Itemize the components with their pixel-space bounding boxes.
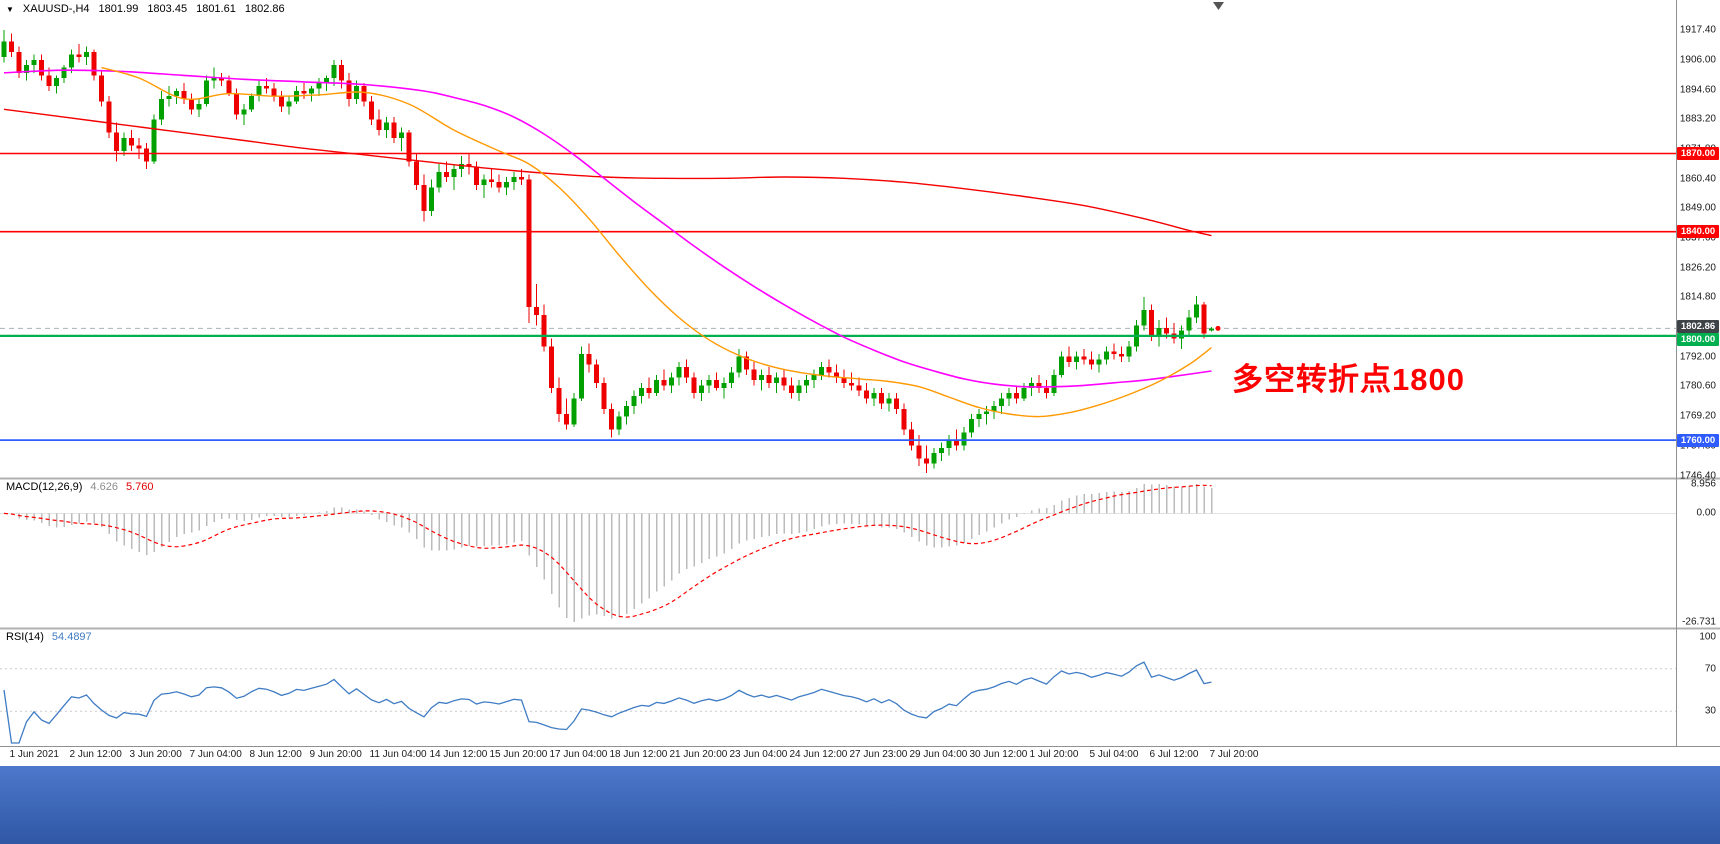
time-axis-label: 9 Jun 20:00 (309, 749, 362, 760)
rsi-value: 54.4897 (51, 631, 92, 643)
time-axis-label: 7 Jul 20:00 (1209, 749, 1259, 760)
ma-mid-line (3, 69, 1212, 388)
annotation-text: 多空转折点1800 (1232, 362, 1465, 397)
time-axis-label: 2 Jun 12:00 (69, 749, 122, 760)
price-axis-label: 1883.20 (1679, 113, 1716, 125)
time-axis-label: 5 Jul 04:00 (1089, 749, 1139, 760)
ohlc-low: 1801.61 (196, 3, 236, 15)
time-axis-label: 17 Jun 04:00 (549, 749, 608, 760)
price-axis-label: 1746.40 (1679, 470, 1716, 481)
time-axis-label: 21 Jun 20:00 (669, 749, 728, 760)
time-axis-label: 29 Jun 04:00 (909, 749, 968, 760)
price-axis[interactable]: 1917.401906.001894.601883.201871.801860.… (1676, 0, 1720, 746)
time-axis-label: 27 Jun 23:00 (849, 749, 908, 760)
time-axis-label: 24 Jun 12:00 (789, 749, 848, 760)
macd-name: MACD(12,26,9) (6, 481, 83, 493)
time-axis-label: 1 Jul 20:00 (1029, 749, 1079, 760)
rsi-axis-label: 100 (1699, 631, 1716, 643)
bid-price-dot (1215, 325, 1221, 331)
time-axis-label: 15 Jun 20:00 (489, 749, 548, 760)
rsi-axis-label: 70 (1704, 663, 1716, 675)
macd-main-value: 4.626 (90, 481, 118, 493)
chart-canvas[interactable] (0, 0, 1720, 766)
macd-signal-line (3, 484, 1212, 618)
macd-indicator-label: MACD(12,26,9) 4.626 5.760 (6, 481, 153, 493)
price-axis-label: 1906.00 (1679, 54, 1716, 66)
time-axis-label: 23 Jun 04:00 (729, 749, 788, 760)
macd-axis-label: 0.00 (1696, 507, 1716, 519)
macd-signal-value: 5.760 (125, 481, 154, 493)
candles (1, 30, 1214, 474)
time-axis-label: 11 Jun 04:00 (369, 749, 427, 760)
macd-axis-label: 8.956 (1690, 478, 1716, 490)
time-axis-label: 3 Jun 20:00 (129, 749, 182, 760)
time-axis-label: 14 Jun 12:00 (429, 749, 488, 760)
symbol-period-label: XAUUSD-,H4 (22, 3, 90, 15)
price-level-badge: 1870.00 (1677, 147, 1719, 160)
price-level-badge: 1840.00 (1677, 225, 1719, 239)
price-axis-label: 1826.20 (1679, 262, 1716, 274)
macd-axis-label: -26.731 (1682, 616, 1716, 628)
price-level-badge: 1760.00 (1677, 433, 1719, 447)
price-axis-label: 1849.00 (1679, 202, 1716, 214)
taskbar[interactable] (0, 766, 1720, 844)
price-axis-label: 1769.20 (1679, 410, 1716, 422)
price-axis-label: 1792.00 (1679, 351, 1716, 363)
chart-ohlc-info: ▼ XAUUSD-,H4 1801.99 1803.45 1801.61 180… (6, 3, 285, 15)
chart-shift-marker-icon[interactable] (1213, 2, 1224, 10)
time-axis-label: 7 Jun 04:00 (189, 749, 242, 760)
price-level-badge: 1800.00 (1677, 333, 1719, 347)
time-axis-label: 30 Jun 12:00 (969, 749, 1028, 760)
price-axis-label: 1780.60 (1679, 380, 1716, 392)
ohlc-close: 1802.86 (244, 3, 285, 15)
ohlc-open: 1801.99 (98, 3, 139, 15)
rsi-line (3, 661, 1212, 744)
ma-long-line (3, 108, 1212, 237)
price-axis-label: 1860.40 (1679, 173, 1716, 184)
time-axis-label: 18 Jun 12:00 (609, 749, 668, 760)
ohlc-high: 1803.45 (147, 3, 188, 15)
symbol-dropdown-icon: ▼ (6, 4, 14, 14)
time-axis[interactable]: 1 Jun 2021 2 Jun 12:00 3 Jun 20:00 7 Jun 04… (0, 747, 1720, 764)
price-axis-label: 1894.60 (1679, 84, 1716, 95)
price-axis-label: 1814.80 (1679, 291, 1716, 303)
macd-histogram (10, 484, 1213, 622)
time-axis-label: 8 Jun 12:00 (249, 749, 302, 760)
price-axis-label: 1917.40 (1679, 24, 1716, 36)
rsi-name: RSI(14) (6, 631, 44, 643)
ma-short-line (101, 66, 1212, 418)
time-axis-label: 6 Jul 12:00 (1149, 749, 1199, 760)
time-axis-label: 1 Jun 2021 (9, 749, 60, 760)
bid-price-badge: 1802.86 (1677, 319, 1719, 333)
rsi-indicator-label: RSI(14) 54.4897 (6, 631, 92, 643)
rsi-axis-label: 30 (1704, 705, 1716, 717)
